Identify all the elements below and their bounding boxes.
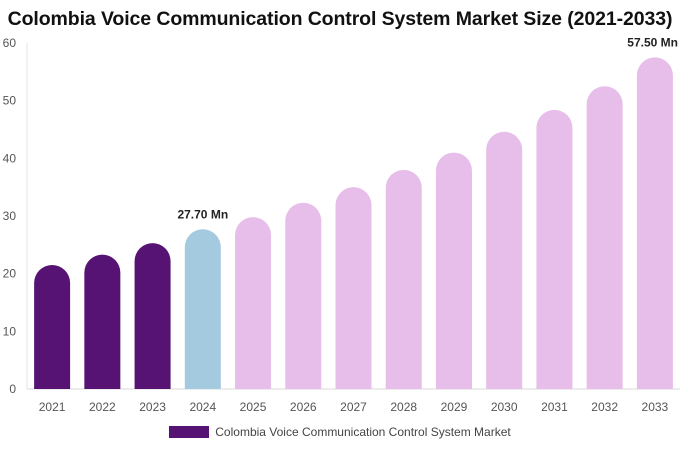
y-tick-label: 0	[9, 382, 16, 396]
bar-2023	[134, 243, 171, 389]
bar-2028	[385, 169, 422, 389]
legend-label: Colombia Voice Communication Control Sys…	[215, 425, 511, 439]
bars	[34, 57, 673, 390]
x-tick-label: 2028	[390, 400, 417, 414]
bar-2033	[636, 57, 673, 390]
x-tick-label: 2030	[491, 400, 518, 414]
y-axis: 0 10 20 30 40 50 60	[3, 36, 28, 396]
y-tick-label: 20	[3, 267, 17, 281]
chart-title: Colombia Voice Communication Control Sys…	[7, 8, 673, 30]
bar-2021	[34, 265, 71, 389]
bar-2032	[586, 86, 623, 389]
x-tick-label: 2022	[89, 400, 116, 414]
legend: Colombia Voice Communication Control Sys…	[0, 425, 680, 439]
bar-2031	[536, 109, 573, 389]
x-tick-label: 2031	[541, 400, 568, 414]
x-tick-label: 2021	[39, 400, 66, 414]
x-tick-label: 2029	[441, 400, 468, 414]
bar-2029	[435, 152, 472, 389]
data-labels: 27.70 Mn 57.50 Mn	[177, 35, 678, 221]
y-tick-label: 30	[3, 209, 17, 223]
bar-2025	[235, 217, 272, 389]
y-tick-label: 50	[3, 94, 17, 108]
x-tick-label: 2026	[290, 400, 317, 414]
x-tick-label: 2023	[139, 400, 166, 414]
data-label-2033: 57.50 Mn	[627, 35, 678, 49]
x-tick-label: 2032	[591, 400, 618, 414]
bar-2027	[335, 187, 372, 389]
bar-2026	[285, 202, 322, 389]
bar-2024	[184, 229, 221, 389]
x-tick-label: 2027	[340, 400, 367, 414]
y-tick-label: 10	[3, 324, 17, 338]
legend-swatch	[169, 426, 210, 438]
bar-2030	[486, 131, 523, 389]
x-tick-label: 2033	[642, 400, 669, 414]
y-tick-label: 60	[3, 36, 17, 50]
bar-2022	[84, 254, 121, 389]
y-tick-label: 40	[3, 151, 17, 165]
x-axis: 2021 2022 2023 2024 2025 2026 2027 2028 2029 2030…	[27, 388, 680, 414]
x-tick-label: 2024	[189, 400, 216, 414]
data-label-2024: 27.70 Mn	[177, 207, 228, 221]
x-tick-label: 2025	[240, 400, 267, 414]
